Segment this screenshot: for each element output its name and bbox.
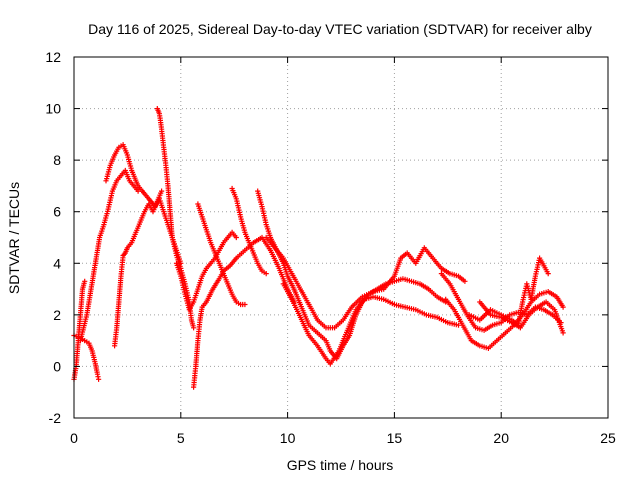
series-track-10	[229, 185, 269, 277]
series-track-9	[195, 201, 248, 308]
data-point	[263, 271, 269, 277]
series-track-17	[477, 299, 566, 336]
data-point	[82, 278, 88, 284]
grid-layer	[74, 57, 608, 418]
x-axis-label: GPS time / hours	[287, 457, 394, 473]
data-point	[191, 325, 197, 331]
axis-ticks: 0 5 10 15 20 25 -2 0 2 4 6 8 10 12	[45, 49, 616, 446]
plot-frame	[73, 56, 609, 419]
y-tick-label: 8	[53, 152, 61, 168]
x-tick-label: 15	[387, 430, 403, 446]
data-point	[545, 271, 551, 277]
y-tick-label: 10	[45, 101, 61, 117]
chart-title: Day 116 of 2025, Sidereal Day-to-day VTE…	[88, 21, 592, 37]
y-tick-label: 2	[53, 307, 61, 323]
series-track-3	[77, 167, 141, 344]
data-point	[242, 301, 248, 308]
series-track-13	[280, 281, 462, 367]
x-tick-label: 0	[70, 430, 78, 446]
data-point	[233, 234, 239, 241]
series-track-16	[466, 255, 551, 328]
data-point	[560, 330, 566, 336]
x-tick-label: 5	[177, 430, 185, 446]
series-track-12	[263, 234, 468, 331]
series-track-4	[103, 142, 184, 266]
y-tick-label: 12	[45, 49, 61, 65]
y-tick-label: 0	[53, 358, 61, 374]
series-track-6	[154, 106, 197, 331]
y-tick-label: 4	[53, 255, 61, 271]
data-point	[462, 278, 468, 284]
x-tick-label: 20	[493, 430, 509, 446]
y-axis-label: SDTVAR / TECUs	[6, 182, 22, 294]
x-tick-label: 25	[600, 430, 616, 446]
series-track-7	[173, 229, 239, 313]
y-tick-label: -2	[49, 410, 62, 426]
x-tick-label: 10	[280, 430, 296, 446]
data-point	[560, 304, 566, 310]
data-point	[96, 376, 102, 382]
series-track-2	[71, 278, 88, 382]
y-tick-label: 6	[53, 204, 61, 220]
data-point	[159, 188, 165, 194]
series-track-5	[112, 188, 165, 349]
data-markers	[71, 106, 566, 390]
